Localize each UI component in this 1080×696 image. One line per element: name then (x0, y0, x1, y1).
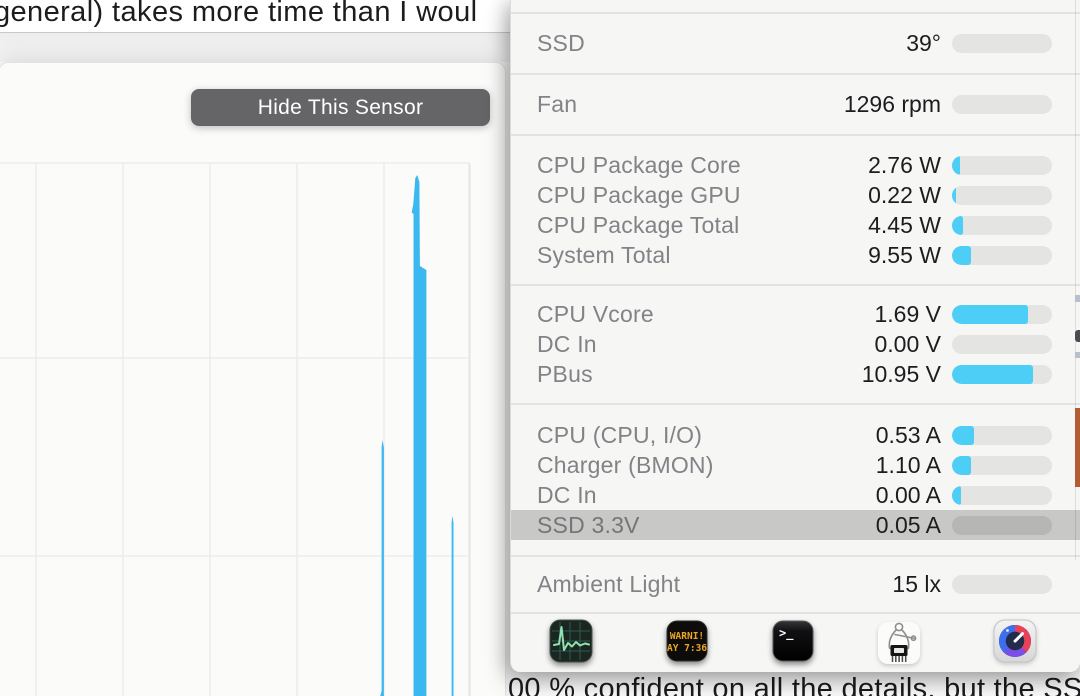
sensor-label: CPU Vcore (537, 301, 654, 327)
sensor-bar-fill (952, 215, 963, 235)
svg-text:WARNI!: WARNI! (670, 631, 704, 642)
sensor-bar-fill (952, 245, 971, 265)
sensor-bar (952, 245, 1052, 265)
sensor-bar-fill (952, 485, 961, 505)
sensor-readings-panel: SSD 39° Fan 1296 rpm CPU Package Core 2.… (510, 0, 1080, 672)
sensor-group-temperature: SSD 39° (511, 12, 1080, 73)
lcd-clock-icon[interactable]: WARNI! AY 7:36 (664, 618, 710, 664)
sensor-label: CPU Package GPU (537, 181, 741, 208)
sensor-bar (952, 575, 1052, 594)
sensor-bar (952, 485, 1052, 505)
sensor-bar (952, 365, 1052, 384)
sensor-label: Charger (BMON) (537, 451, 714, 478)
sensor-bar (952, 155, 1052, 175)
sensor-row-fan[interactable]: Fan 1296 rpm (511, 75, 1080, 134)
sensor-group-power: CPU Package Core 2.76 W CPU Package GPU … (511, 134, 1080, 284)
hide-this-sensor-button[interactable]: Hide This Sensor (191, 89, 490, 126)
sensor-value: 9.55 W (868, 241, 941, 268)
sensor-label: System Total (537, 241, 671, 268)
sensor-group-fan: Fan 1296 rpm (511, 73, 1080, 134)
sensor-row-cpu-package-total[interactable]: CPU Package Total 4.45 W (511, 210, 1080, 240)
sensor-row-system-total[interactable]: System Total 9.55 W (511, 240, 1080, 270)
terminal-icon[interactable]: >_ (770, 618, 816, 664)
sensor-bar (952, 455, 1052, 475)
background-document-top-text: general) takes more time than I woul (0, 0, 478, 28)
sensor-bar-fill (952, 185, 956, 205)
sensor-history-chart (0, 162, 471, 696)
sensor-bar-fill (952, 305, 1028, 324)
sensor-label: SSD (537, 30, 585, 56)
sensor-bar (952, 185, 1052, 205)
svg-text:AY 7:36: AY 7:36 (667, 643, 707, 654)
sensor-row-cpu-package-core[interactable]: CPU Package Core 2.76 W (511, 150, 1080, 180)
sensor-value: 0.53 A (875, 421, 941, 448)
sensor-value: 10.95 V (861, 361, 941, 387)
sensor-bar-fill (952, 365, 1033, 384)
sensor-row-cpu-vcore[interactable]: CPU Vcore 1.69 V (511, 300, 1080, 330)
sensor-label: PBus (537, 361, 593, 387)
sensor-label: DC In (537, 481, 597, 508)
sensor-bar-fill (952, 455, 971, 475)
sensor-value: 1296 rpm (843, 91, 941, 117)
chart-spike (451, 516, 454, 696)
sensor-row-pbus[interactable]: PBus 10.95 V (511, 360, 1080, 390)
sensor-value: 15 lx (892, 571, 941, 597)
sensor-group-voltage: CPU Vcore 1.69 V DC In 0.00 V PBus 10.95… (511, 284, 1080, 403)
sensor-bar (952, 34, 1052, 53)
sensor-value: 0.05 A (875, 511, 941, 538)
sensor-label: CPU (CPU, I/O) (537, 421, 703, 448)
sensor-value: 2.76 W (868, 151, 941, 178)
sensor-bar-fill (952, 155, 960, 175)
svg-text:>_: >_ (779, 626, 794, 641)
sensor-bar (952, 335, 1052, 354)
sensor-value: 1.10 A (875, 451, 941, 478)
sensor-bar (952, 215, 1052, 235)
sensor-row-ambient-light[interactable]: Ambient Light 15 lx (511, 557, 1080, 612)
chart-spike (380, 440, 384, 696)
sensor-bar (952, 95, 1052, 114)
sensor-label: DC In (537, 331, 597, 357)
sensor-label: CPU Package Total (537, 211, 740, 238)
sensor-value: 0.22 W (868, 181, 941, 208)
sensor-bar (952, 425, 1052, 445)
sensor-label: CPU Package Core (537, 151, 741, 178)
sensor-row-cpu-package-gpu[interactable]: CPU Package GPU 0.22 W (511, 180, 1080, 210)
sensor-value: 0.00 A (875, 481, 941, 508)
sensor-value: 39° (906, 30, 941, 56)
sensor-row-charger-bmon[interactable]: Charger (BMON) 1.10 A (511, 450, 1080, 480)
background-document-bottom-text: 00 % confident on all the details, but t… (508, 673, 1080, 696)
sensor-label: Fan (537, 91, 578, 117)
sensor-group-ambient-light: Ambient Light 15 lx (511, 555, 1080, 612)
background-window-edge-strip (1075, 0, 1080, 696)
oscilloscope-icon[interactable] (548, 618, 594, 664)
caliper-chip-icon[interactable] (876, 618, 922, 664)
sensor-group-current: CPU (CPU, I/O) 0.53 A Charger (BMON) 1.1… (511, 403, 1080, 555)
gauge-icon[interactable] (992, 618, 1038, 664)
sensor-row-cpu-io-current[interactable]: CPU (CPU, I/O) 0.53 A (511, 420, 1080, 450)
sensor-row-dc-in-current[interactable]: DC In 0.00 A (511, 480, 1080, 510)
sensor-bar-fill (952, 425, 974, 445)
panel-top-partial-row (511, 0, 1080, 12)
sensor-bar (952, 305, 1052, 324)
sensor-value: 0.00 V (874, 331, 942, 357)
sensor-value: 1.69 V (874, 301, 942, 327)
app-icons-row: WARNI! AY 7:36 >_ (511, 612, 1080, 671)
sensor-history-chart-window: Hide This Sensor (0, 62, 506, 696)
background-document-band (0, 32, 510, 62)
sensor-row-ssd-temp[interactable]: SSD 39° (511, 14, 1080, 73)
sensor-label: Ambient Light (537, 571, 681, 597)
chart-spike (411, 175, 427, 696)
sensor-value: 4.45 W (868, 211, 941, 238)
sensor-bar (952, 515, 1052, 535)
sensor-label: SSD 3.3V (537, 511, 640, 538)
sensor-row-ssd-3v3-selected[interactable]: SSD 3.3V 0.05 A (511, 510, 1080, 540)
sensor-row-dc-in-voltage[interactable]: DC In 0.00 V (511, 330, 1080, 360)
